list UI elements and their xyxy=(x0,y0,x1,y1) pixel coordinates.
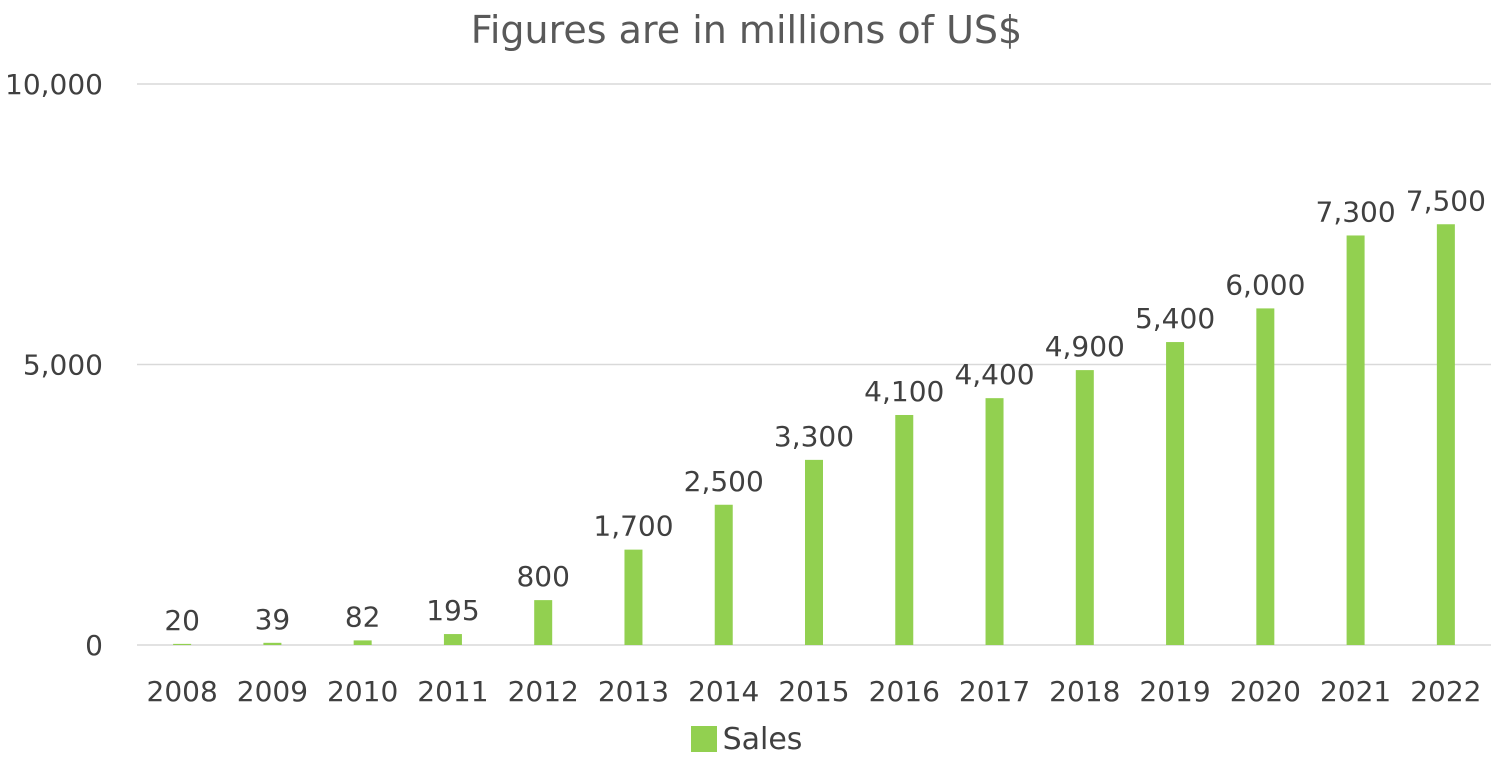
bar xyxy=(805,459,823,645)
y-tick-label: 5,000 xyxy=(23,349,103,382)
bar xyxy=(263,642,282,645)
data-label: 5,400 xyxy=(1135,302,1215,335)
data-label: 4,100 xyxy=(864,375,944,408)
x-tick-label: 2020 xyxy=(1230,675,1301,708)
x-tick-label: 2014 xyxy=(688,675,759,708)
bar xyxy=(173,643,192,645)
bar xyxy=(1075,370,1094,645)
x-tick-label: 2012 xyxy=(508,675,579,708)
x-tick-label: 2022 xyxy=(1410,675,1481,708)
y-axis-ticks: 0 5,000 10,000 xyxy=(5,68,103,662)
data-label: 7,500 xyxy=(1406,184,1486,217)
bars xyxy=(173,224,1455,645)
x-tick-label: 2018 xyxy=(1049,675,1120,708)
x-tick-label: 2011 xyxy=(417,675,488,708)
data-label: 1,700 xyxy=(593,510,673,543)
bar xyxy=(1436,224,1455,645)
data-labels: 20 39 82 195 800 1,700 2,500 3,300 4,100 4,400 4,9… xyxy=(164,184,1486,637)
data-label: 800 xyxy=(516,560,569,593)
y-tick-label: 0 xyxy=(85,629,103,662)
bar xyxy=(353,640,372,645)
bar xyxy=(1346,235,1365,645)
x-tick-label: 2015 xyxy=(778,675,849,708)
bar xyxy=(1166,342,1185,645)
x-axis-ticks: 2008 2009 2010 2011 2012 2013 2014 2015 2016 2017… xyxy=(147,675,1482,708)
bar xyxy=(714,504,733,645)
chart-title: Figures are in millions of US$ xyxy=(470,8,1023,52)
x-tick-label: 2021 xyxy=(1320,675,1391,708)
data-label: 3,300 xyxy=(774,420,854,453)
bar xyxy=(1256,308,1275,645)
data-label: 20 xyxy=(164,604,200,637)
bar xyxy=(895,414,914,645)
bar xyxy=(443,634,462,645)
legend-swatch-sales xyxy=(690,726,717,752)
x-tick-label: 2009 xyxy=(237,675,308,708)
x-tick-label: 2013 xyxy=(598,675,669,708)
legend-label-sales: Sales xyxy=(722,722,803,757)
legend: Sales xyxy=(0,721,1493,759)
x-tick-label: 2016 xyxy=(869,675,940,708)
data-label: 82 xyxy=(345,600,381,633)
data-label: 39 xyxy=(255,603,291,636)
x-tick-label: 2008 xyxy=(147,675,218,708)
data-label: 4,900 xyxy=(1045,330,1125,363)
y-tick-label: 10,000 xyxy=(5,68,103,101)
x-tick-label: 2019 xyxy=(1139,675,1210,708)
bar xyxy=(624,549,643,645)
x-tick-label: 2017 xyxy=(959,675,1030,708)
data-label: 195 xyxy=(426,594,479,627)
data-label: 6,000 xyxy=(1225,268,1305,301)
data-label: 7,300 xyxy=(1316,195,1396,228)
data-label: 2,500 xyxy=(684,465,764,498)
data-label: 4,400 xyxy=(954,358,1034,391)
x-tick-label: 2010 xyxy=(327,675,398,708)
bar xyxy=(985,398,1004,645)
bar xyxy=(534,600,553,645)
